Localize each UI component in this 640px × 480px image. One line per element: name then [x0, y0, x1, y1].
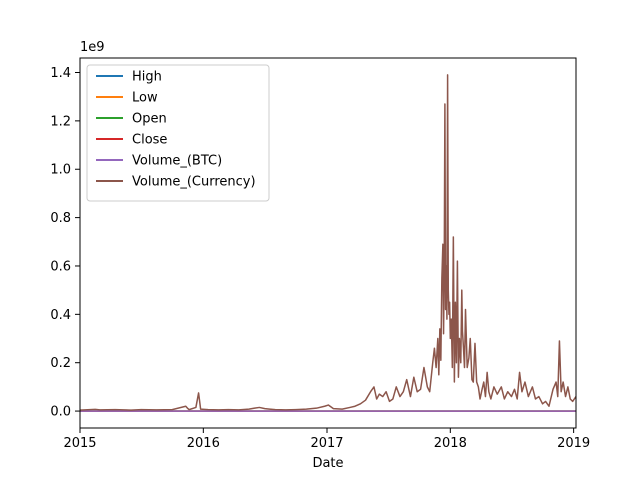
legend-label: Open [132, 112, 167, 127]
plot-frame [79, 57, 577, 429]
axes-layer: 2015 2016 2017 2018 2019 0.0 0.2 0.4 0.6 0.8 1.0 1.… [50, 66, 590, 451]
legend-label: Volume_(Currency) [132, 175, 256, 190]
y-tick-label: 1.2 [50, 114, 71, 129]
series-line-volume-currency [79, 74, 577, 411]
legend-label: Volume_(BTC) [132, 154, 222, 169]
legend-label: High [132, 70, 162, 85]
y-tick-label: 0.8 [50, 211, 71, 226]
x-tick-label: 2018 [434, 436, 467, 451]
y-tick-label: 0.4 [50, 308, 71, 323]
x-tick-label: 2015 [63, 436, 96, 451]
y-tick-label: 0.6 [50, 259, 71, 274]
legend: High Low Open Close Volume_(BTC) Volume_(Curr… [86, 64, 270, 202]
legend-label: Low [132, 91, 158, 106]
x-tick-label: 2016 [187, 436, 220, 451]
legend-label: Close [132, 133, 167, 148]
y-multiplier-label: 1e9 [80, 40, 105, 55]
x-tick-label: 2017 [310, 436, 343, 451]
x-tick-label: 2019 [557, 436, 590, 451]
legend-box [86, 64, 270, 202]
x-axis-title: Date [312, 456, 343, 471]
y-tick-label: 0.0 [50, 405, 71, 420]
y-tick-label: 0.2 [50, 356, 71, 371]
y-tick-label: 1.0 [50, 163, 71, 178]
y-tick-label: 1.4 [50, 66, 71, 81]
series-layer [79, 74, 577, 412]
